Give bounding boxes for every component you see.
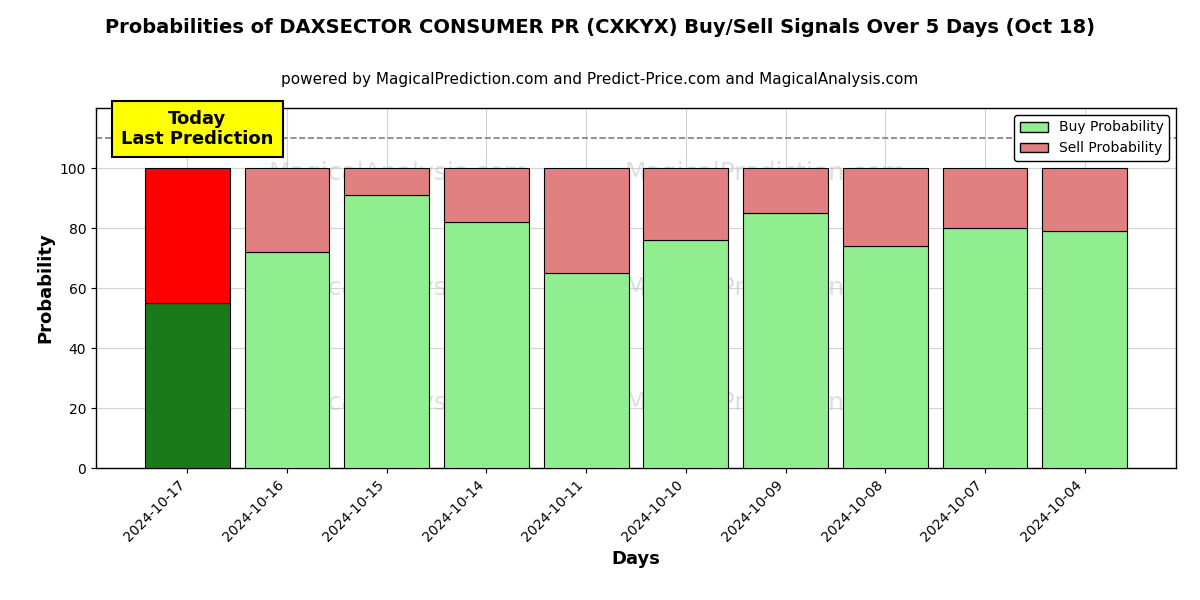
X-axis label: Days: Days: [612, 550, 660, 568]
Bar: [245, 168, 330, 252]
Bar: [743, 168, 828, 213]
Bar: [544, 168, 629, 273]
Text: MagicalAnalysis.com: MagicalAnalysis.com: [269, 276, 528, 300]
Bar: [643, 240, 728, 468]
Bar: [743, 213, 828, 468]
Y-axis label: Probability: Probability: [36, 233, 54, 343]
Bar: [942, 168, 1027, 228]
Bar: [842, 168, 928, 246]
Text: MagicalPrediction.com: MagicalPrediction.com: [625, 276, 906, 300]
Text: MagicalPrediction.com: MagicalPrediction.com: [625, 391, 906, 415]
Bar: [145, 168, 230, 303]
Bar: [245, 252, 330, 468]
Bar: [544, 273, 629, 468]
Text: powered by MagicalPrediction.com and Predict-Price.com and MagicalAnalysis.com: powered by MagicalPrediction.com and Pre…: [281, 72, 919, 87]
Text: Today
Last Prediction: Today Last Prediction: [121, 110, 274, 148]
Bar: [1042, 231, 1127, 468]
Bar: [344, 195, 430, 468]
Bar: [344, 168, 430, 195]
Bar: [1042, 168, 1127, 231]
Bar: [444, 222, 529, 468]
Bar: [444, 168, 529, 222]
Bar: [643, 168, 728, 240]
Text: MagicalAnalysis.com: MagicalAnalysis.com: [269, 391, 528, 415]
Bar: [842, 246, 928, 468]
Bar: [942, 228, 1027, 468]
Legend: Buy Probability, Sell Probability: Buy Probability, Sell Probability: [1014, 115, 1169, 161]
Bar: [145, 303, 230, 468]
Text: MagicalAnalysis.com: MagicalAnalysis.com: [269, 161, 528, 185]
Text: MagicalPrediction.com: MagicalPrediction.com: [625, 161, 906, 185]
Text: Probabilities of DAXSECTOR CONSUMER PR (CXKYX) Buy/Sell Signals Over 5 Days (Oct: Probabilities of DAXSECTOR CONSUMER PR (…: [106, 18, 1096, 37]
